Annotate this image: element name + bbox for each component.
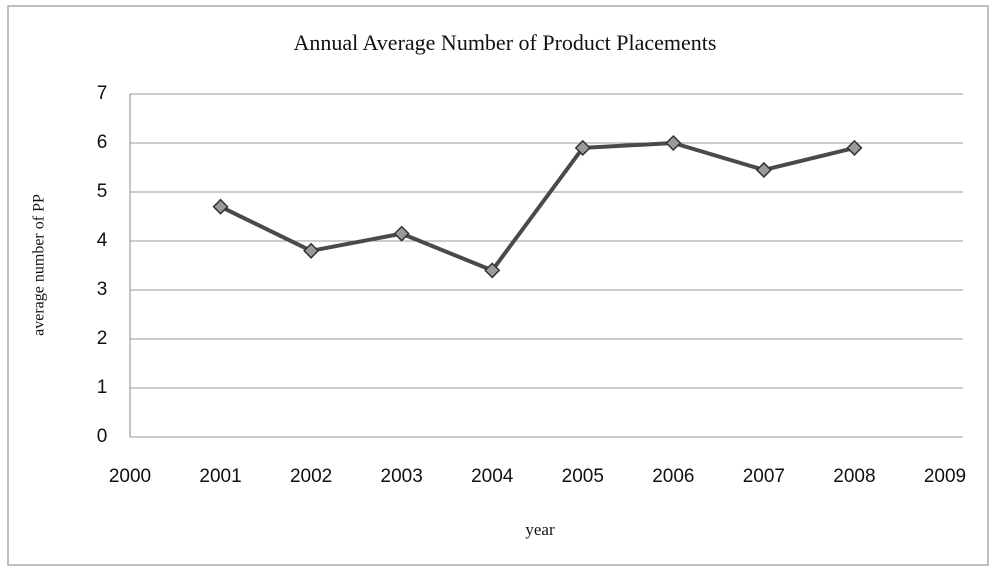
x-tick-label: 2001 [199,466,241,487]
data-point [212,198,229,215]
y-tick-label: 4 [97,230,108,251]
x-tick-label: 2003 [381,466,423,487]
y-tick-label: 0 [97,426,108,447]
y-tick-label: 2 [97,328,108,349]
x-tick-label: 2006 [652,466,694,487]
data-point [574,139,591,156]
x-tick-label: 2005 [562,466,604,487]
y-axis-label: average number of PP [31,194,48,336]
x-axis-label: year [525,520,555,539]
x-tick-label: 2007 [743,466,785,487]
x-tick-label: 2000 [109,466,151,487]
x-tick-label: 2004 [471,466,514,487]
data-point [665,134,682,152]
y-tick-label: 1 [97,377,108,398]
data-point [755,161,772,179]
x-tick-label: 2008 [833,466,875,487]
x-tick-label: 2009 [924,466,966,487]
y-tick-label: 6 [97,132,108,153]
data-point [484,262,501,279]
y-tick-label: 7 [97,83,108,104]
data-point [393,225,410,242]
chart-title: Annual Average Number of Product Placeme… [294,30,717,55]
x-tick-label: 2002 [290,466,332,487]
chart-frame [7,5,989,566]
y-tick-label: 5 [97,181,108,202]
data-point [303,242,320,259]
y-tick-label: 3 [97,279,108,300]
data-line [219,141,855,273]
data-point [846,139,863,156]
